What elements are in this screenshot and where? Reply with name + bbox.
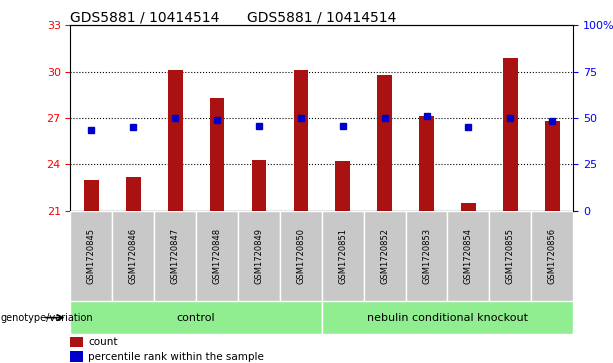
Bar — [406, 211, 447, 301]
Text: genotype/variation: genotype/variation — [1, 313, 93, 323]
Text: nebulin conditional knockout: nebulin conditional knockout — [367, 313, 528, 323]
Text: GSM1720849: GSM1720849 — [254, 228, 264, 284]
Bar — [70, 351, 83, 362]
Bar — [168, 70, 183, 211]
Bar — [252, 160, 266, 211]
Bar — [461, 203, 476, 211]
Bar — [126, 177, 140, 211]
Text: GSM1720846: GSM1720846 — [129, 228, 138, 284]
Bar — [70, 337, 83, 347]
Bar — [447, 211, 489, 301]
Bar — [545, 121, 560, 211]
Text: count: count — [88, 337, 118, 347]
Text: GSM1720845: GSM1720845 — [87, 228, 96, 284]
Text: GSM1720853: GSM1720853 — [422, 228, 431, 284]
Bar — [489, 211, 531, 301]
Bar — [322, 301, 573, 334]
Bar — [335, 161, 350, 211]
Bar — [84, 180, 99, 211]
Text: GSM1720855: GSM1720855 — [506, 228, 515, 284]
Text: control: control — [177, 313, 216, 323]
Bar — [280, 211, 322, 301]
Bar — [238, 211, 280, 301]
Bar — [196, 211, 238, 301]
Text: GSM1720854: GSM1720854 — [464, 228, 473, 284]
Bar — [503, 58, 517, 211]
Bar — [378, 75, 392, 211]
Text: percentile rank within the sample: percentile rank within the sample — [88, 352, 264, 362]
Bar — [419, 117, 434, 211]
Bar — [294, 70, 308, 211]
Bar — [112, 211, 154, 301]
Text: GSM1720848: GSM1720848 — [213, 228, 222, 284]
Bar — [364, 211, 406, 301]
Text: GSM1720847: GSM1720847 — [170, 228, 180, 284]
Bar — [70, 211, 112, 301]
Bar — [70, 301, 322, 334]
Bar — [531, 211, 573, 301]
Text: GSM1720851: GSM1720851 — [338, 228, 348, 284]
Text: GDS5881 / 10414514: GDS5881 / 10414514 — [70, 10, 220, 24]
Bar — [154, 211, 196, 301]
Text: GSM1720850: GSM1720850 — [296, 228, 305, 284]
Bar — [210, 98, 224, 211]
Text: GSM1720856: GSM1720856 — [547, 228, 557, 284]
Text: GSM1720852: GSM1720852 — [380, 228, 389, 284]
Bar — [322, 211, 364, 301]
Title: GDS5881 / 10414514: GDS5881 / 10414514 — [247, 10, 397, 24]
